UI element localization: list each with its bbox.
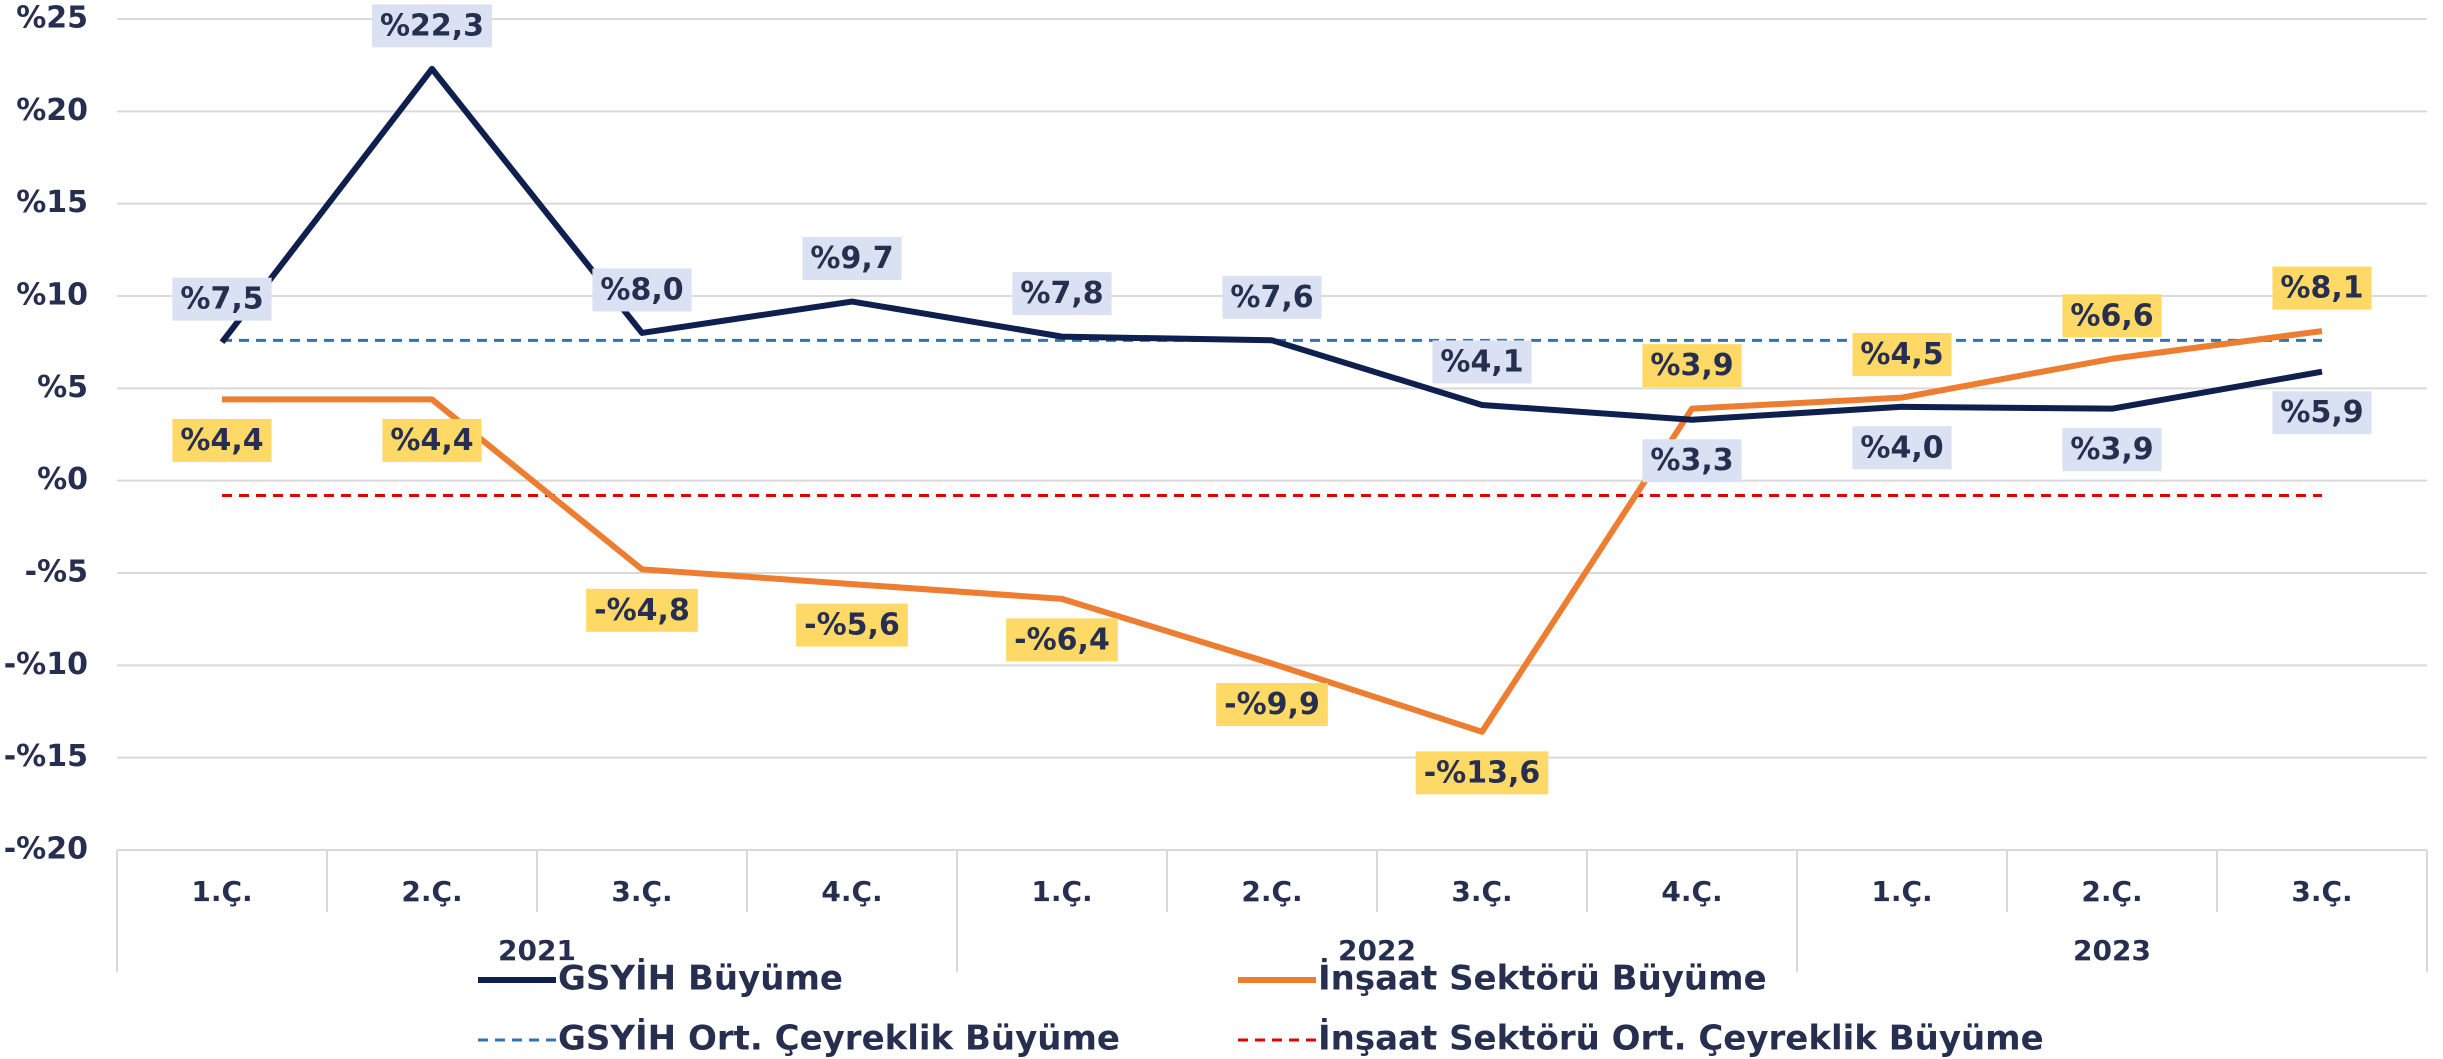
data-label-bg [1006,618,1118,662]
data-label: %4,4 [382,418,482,462]
y-tick-label: %5 [37,370,88,405]
data-label-text: %4,0 [1860,430,1943,465]
data-label-text: %4,1 [1440,344,1523,379]
data-label: -%4,8 [586,588,698,632]
group-label: 2022 [1338,934,1416,967]
x-tick-label: 4.Ç. [1661,875,1722,908]
data-label-text: %3,9 [1650,348,1733,383]
y-tick-label: %0 [37,462,88,497]
data-label-text: %4,4 [180,423,263,458]
data-label-bg [1216,682,1328,726]
data-label-bg [172,277,272,321]
data-label-bg [2272,266,2372,310]
data-label: %4,5 [1852,333,1952,377]
legend-label: İnşaat Sektörü Büyüme [1318,958,1767,999]
data-label-bg [2062,428,2162,472]
y-tick-label: %20 [16,93,88,128]
legend-label: GSYİH Ort. Çeyreklik Büyüme [558,1018,1120,1059]
y-tick-label: %10 [16,278,88,313]
data-label: %8,1 [2272,266,2372,310]
data-label-bg [2272,391,2372,435]
data-label-text: -%9,9 [1224,687,1320,722]
data-label-text: -%4,8 [594,593,690,628]
data-label-bg [1852,333,1952,377]
data-label: %5,9 [2272,391,2372,435]
data-label-bg [2062,294,2162,338]
data-label-text: %8,1 [2280,271,2363,306]
y-tick-label: -%10 [4,647,88,682]
data-label-bg [172,418,272,462]
data-label-text: %8,0 [600,272,683,307]
data-label-text: %3,3 [1650,443,1733,478]
data-label: -%6,4 [1006,618,1118,662]
x-tick-label: 2.Ç. [401,875,462,908]
data-label-text: %9,7 [810,241,893,276]
data-label-bg [796,603,908,647]
data-label-text: %7,6 [1230,280,1313,315]
data-label-bg [1642,344,1742,388]
x-tick-label: 1.Ç. [1871,875,1932,908]
data-label-text: -%6,4 [1014,622,1110,657]
x-tick-label: 3.Ç. [2291,875,2352,908]
data-label-bg [1642,439,1742,483]
group-label: 2021 [498,934,576,967]
data-label: %3,9 [1642,344,1742,388]
data-label-bg [1415,751,1549,795]
data-label-text: %5,9 [2280,395,2363,430]
data-label-text: -%13,6 [1424,755,1541,790]
data-label-bg [382,418,482,462]
x-tick-label: 2.Ç. [2081,875,2142,908]
x-tick-label: 3.Ç. [611,875,672,908]
data-label: %4,1 [1432,340,1532,384]
data-label-text: -%5,6 [804,608,900,643]
data-label-bg [1432,340,1532,384]
data-label-text: %4,5 [1860,337,1943,372]
grid: -%20 -%15 -%10 -%5 %0 %5 %10 %15 %20 %25 [4,1,2427,867]
y-tick-label: -%20 [4,832,88,867]
data-label: %22,3 [371,4,493,48]
group-label: 2023 [2073,934,2151,967]
data-label-text: %7,8 [1020,276,1103,311]
data-label: -%5,6 [796,603,908,647]
x-tick-label: 4.Ç. [821,875,882,908]
x-tick-label: 2.Ç. [1241,875,1302,908]
data-label-bg [1222,275,1322,319]
data-label: -%13,6 [1415,751,1549,795]
series-line [219,65,2323,423]
legend-label: İnşaat Sektörü Ort. Çeyreklik Büyüme [1318,1018,2044,1059]
y-tick-label: %25 [16,1,88,36]
data-label: %4,0 [1852,426,1952,470]
data-label-bg [1012,272,1112,316]
x-tick-label: 1.Ç. [191,875,252,908]
data-label: %7,6 [1222,275,1322,319]
data-label-text: %3,9 [2070,432,2153,467]
data-label-text: %6,6 [2070,298,2153,333]
data-label: %8,0 [592,268,692,312]
data-label: -%9,9 [1216,682,1328,726]
data-label: %9,7 [802,237,902,281]
y-tick-label: -%5 [25,555,88,590]
y-tick-label: %15 [16,185,88,220]
data-label: %7,8 [1012,272,1112,316]
data-label: %3,9 [2062,428,2162,472]
data-label: %4,4 [172,418,272,462]
data-label-bg [802,237,902,281]
legend-label: GSYİH Büyüme [558,958,843,999]
data-label-text: %4,4 [390,423,473,458]
data-label: %3,3 [1642,439,1742,483]
data-label-bg [592,268,692,312]
data-label: %6,6 [2062,294,2162,338]
data-label-bg [1852,426,1952,470]
x-tick-label: 3.Ç. [1451,875,1512,908]
series-line [222,328,2323,735]
data-label-bg [586,588,698,632]
data-label-bg [371,4,493,48]
data-label-text: %7,5 [180,282,263,317]
x-tick-label: 1.Ç. [1031,875,1092,908]
data-label: %7,5 [172,277,272,321]
data-label-text: %22,3 [380,8,484,43]
y-tick-label: -%15 [4,739,88,774]
